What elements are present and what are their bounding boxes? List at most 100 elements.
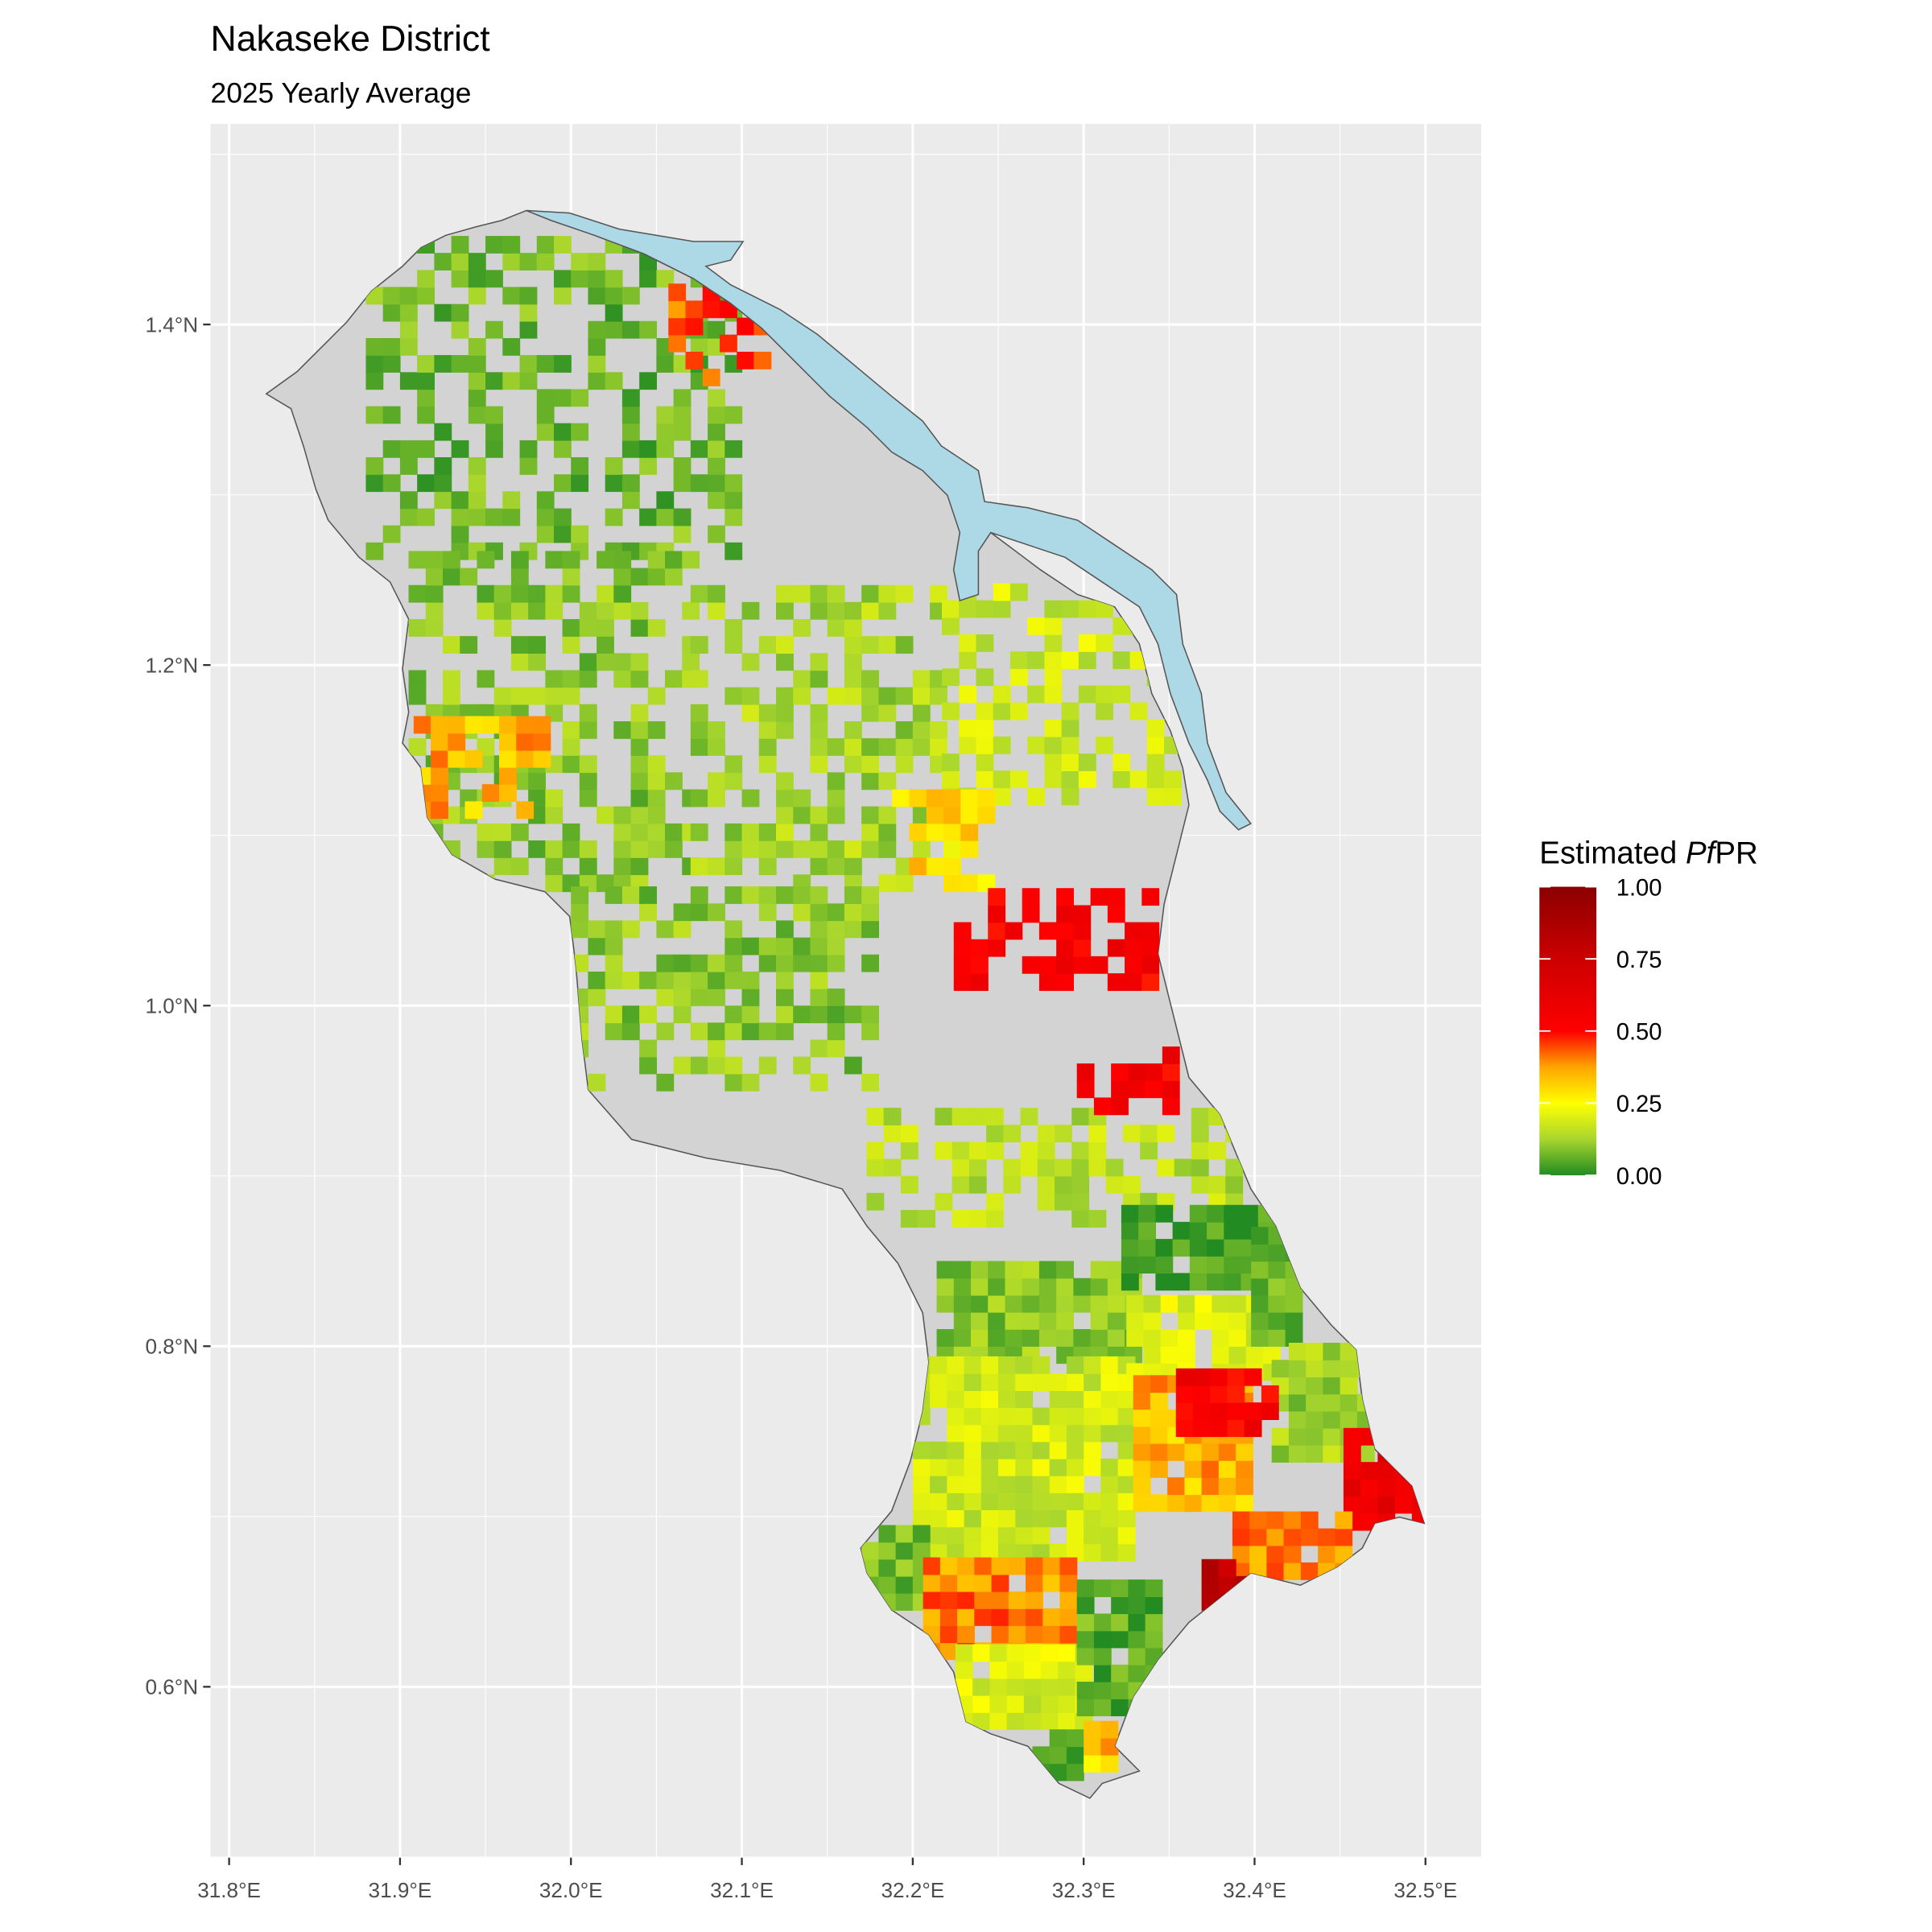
pfpr-cell xyxy=(468,406,486,424)
pfpr-cell xyxy=(1066,1763,1084,1781)
pfpr-cell xyxy=(510,551,529,569)
pfpr-cell xyxy=(895,687,914,705)
pfpr-cell xyxy=(510,584,529,603)
pfpr-cell xyxy=(943,823,961,841)
pfpr-cell xyxy=(810,584,828,603)
pfpr-cell xyxy=(1075,1661,1093,1679)
pfpr-cell xyxy=(1157,1158,1175,1177)
pfpr-cell xyxy=(1146,787,1165,806)
pfpr-cell xyxy=(468,474,486,493)
pfpr-cell xyxy=(1129,702,1148,720)
pfpr-cell xyxy=(588,372,606,390)
pfpr-cell xyxy=(673,508,691,526)
pfpr-cell xyxy=(1210,1385,1228,1403)
pfpr-cell xyxy=(1032,1476,1051,1493)
pfpr-cell xyxy=(665,568,683,586)
pfpr-cell xyxy=(1042,1625,1061,1644)
pfpr-cell xyxy=(1212,1346,1230,1364)
pfpr-cell xyxy=(1340,1360,1358,1378)
pfpr-cell xyxy=(827,937,845,956)
pfpr-cell xyxy=(1175,1402,1194,1420)
pfpr-cell xyxy=(1133,1477,1151,1496)
pfpr-cell xyxy=(579,601,597,620)
pfpr-cell xyxy=(690,584,708,603)
pfpr-cell xyxy=(1073,922,1092,940)
pfpr-cell xyxy=(758,954,777,972)
pfpr-cell xyxy=(1300,1528,1319,1546)
pfpr-cell xyxy=(1061,702,1080,720)
pfpr-cell xyxy=(579,670,597,688)
pfpr-cell xyxy=(866,1108,885,1125)
pfpr-cell xyxy=(690,823,708,841)
pfpr-cell xyxy=(1340,1393,1358,1412)
pfpr-cell xyxy=(1218,1460,1236,1478)
pfpr-cell xyxy=(1003,1158,1022,1177)
pfpr-cell xyxy=(528,653,546,671)
pfpr-cell xyxy=(741,937,760,956)
pfpr-cell xyxy=(665,670,683,688)
pfpr-cell xyxy=(947,1492,965,1510)
pfpr-cell xyxy=(1032,1543,1051,1562)
pfpr-cell xyxy=(1100,1458,1119,1476)
pfpr-cell xyxy=(968,1175,987,1194)
x-tick-label: 31.8°E xyxy=(197,1878,261,1902)
pfpr-cell xyxy=(562,823,580,841)
pfpr-cell xyxy=(708,440,725,458)
pfpr-cell xyxy=(621,474,640,493)
legend-label: 1.00 xyxy=(1616,875,1662,901)
pfpr-cell xyxy=(909,857,927,876)
pfpr-cell xyxy=(630,601,649,620)
pfpr-cell xyxy=(964,1458,982,1476)
legend: Estimated PfPR 1.00 0.75 0.50 0.25 0.00 xyxy=(1539,836,1758,1190)
pfpr-cell xyxy=(451,270,469,288)
pfpr-cell xyxy=(708,1039,725,1058)
pfpr-cell xyxy=(964,1373,982,1391)
pfpr-cell xyxy=(621,1005,640,1024)
pfpr-cell xyxy=(775,954,794,972)
pfpr-cell xyxy=(827,789,845,807)
pfpr-cell xyxy=(844,670,862,688)
pfpr-cell xyxy=(923,1608,941,1626)
pfpr-cell xyxy=(1394,1479,1413,1497)
pfpr-cell xyxy=(1066,1476,1084,1493)
pfpr-cell xyxy=(959,736,977,754)
pfpr-cell xyxy=(1143,1294,1162,1313)
pfpr-cell xyxy=(1228,1346,1247,1364)
pfpr-cell xyxy=(1032,1407,1051,1426)
pfpr-cell xyxy=(1006,1661,1025,1679)
pfpr-cell xyxy=(1174,1158,1192,1177)
pfpr-cell xyxy=(1251,1227,1269,1245)
pfpr-cell xyxy=(1128,1596,1146,1615)
pfpr-cell xyxy=(1251,1294,1269,1313)
pfpr-cell xyxy=(1059,1608,1078,1626)
pfpr-cell xyxy=(605,270,623,288)
pfpr-cell xyxy=(673,1056,691,1075)
pfpr-cell xyxy=(656,954,675,972)
pfpr-cell xyxy=(993,787,1011,806)
pfpr-cell xyxy=(971,956,989,974)
pfpr-cell xyxy=(1360,1462,1378,1480)
pfpr-cell xyxy=(545,687,564,705)
pfpr-cell xyxy=(930,687,947,705)
pfpr-cell xyxy=(993,600,1011,618)
pfpr-cell xyxy=(1128,1613,1146,1632)
pfpr-cell xyxy=(1041,1712,1059,1730)
pfpr-cell xyxy=(892,789,910,807)
pfpr-cell xyxy=(597,619,614,637)
pfpr-cell xyxy=(930,1441,947,1459)
pfpr-cell xyxy=(942,753,960,771)
pfpr-cell xyxy=(926,806,944,824)
pfpr-cell xyxy=(866,1141,885,1160)
pfpr-cell xyxy=(1093,1664,1112,1682)
pfpr-cell xyxy=(1038,922,1057,940)
pfpr-cell xyxy=(936,1261,955,1279)
pfpr-cell xyxy=(1175,1419,1194,1438)
pfpr-cell xyxy=(1251,1312,1269,1330)
pfpr-cell xyxy=(481,716,500,734)
pfpr-cell xyxy=(957,1574,975,1592)
pfpr-cell xyxy=(926,823,944,841)
pfpr-cell xyxy=(1032,1509,1051,1528)
pfpr-cell xyxy=(1288,1342,1307,1360)
pfpr-cell xyxy=(1285,1294,1303,1313)
pfpr-cell xyxy=(1084,1407,1101,1426)
